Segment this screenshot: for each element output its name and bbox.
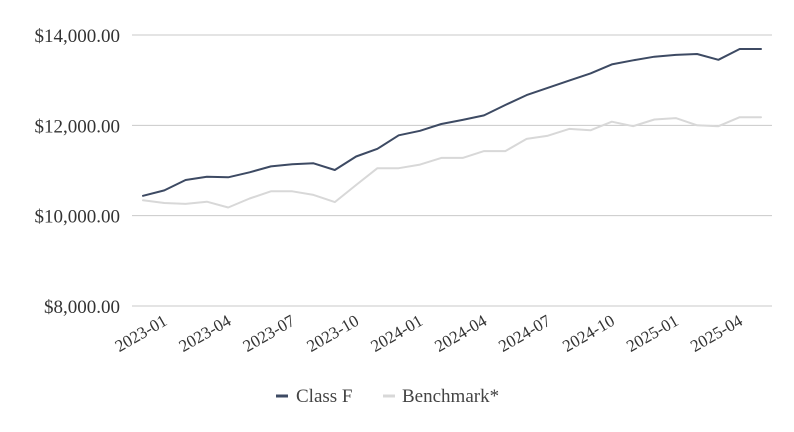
y-tick-label: $10,000.00 — [35, 207, 121, 228]
x-tick-label: 2025-04 — [687, 311, 746, 356]
series-line-class-f — [142, 48, 762, 197]
x-axis-ticks: 2023-01 2023-04 2023-07 2023-10 2024-01 2024-… — [112, 311, 746, 356]
y-tick-label: $14,000.00 — [35, 26, 121, 47]
x-tick-label: 2024-01 — [367, 311, 426, 356]
x-tick-label: 2024-10 — [559, 311, 618, 356]
x-tick-label: 2025-01 — [623, 311, 682, 356]
legend-label: Benchmark* — [402, 386, 499, 407]
y-tick-label: $8,000.00 — [44, 297, 120, 318]
legend: Class F Benchmark* — [276, 386, 499, 407]
x-tick-label: 2023-04 — [176, 311, 235, 356]
series-lines — [142, 48, 762, 209]
x-tick-label: 2024-04 — [431, 311, 490, 356]
x-tick-label: 2023-10 — [304, 311, 363, 356]
gridlines — [132, 34, 772, 307]
x-tick-label: 2024-07 — [495, 311, 554, 356]
legend-label: Class F — [296, 386, 353, 407]
x-tick-label: 2023-01 — [112, 311, 171, 356]
x-tick-label: 2023-07 — [240, 311, 299, 356]
y-axis-ticks: $8,000.00 $10,000.00 $12,000.00 $14,000.00 — [35, 26, 121, 318]
y-tick-label: $12,000.00 — [35, 116, 121, 137]
series-line-benchmark — [142, 116, 762, 209]
